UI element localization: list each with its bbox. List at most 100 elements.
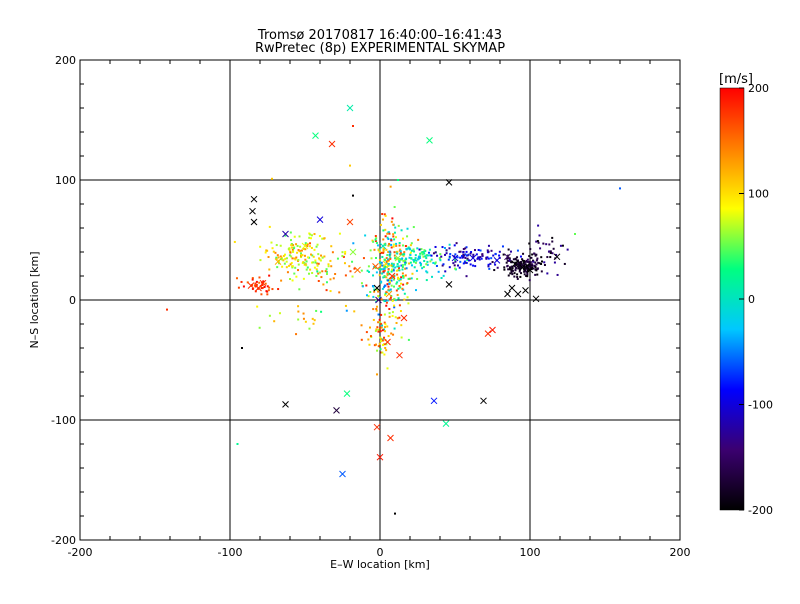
- dot-marker: [294, 266, 297, 269]
- dot-marker: [489, 262, 492, 265]
- dot-marker: [360, 338, 363, 341]
- cross-marker: [508, 284, 516, 292]
- dot-marker: [423, 249, 426, 252]
- dot-marker: [317, 272, 320, 275]
- dot-marker: [389, 257, 392, 260]
- dot-marker: [375, 309, 378, 312]
- dot-marker: [400, 229, 403, 232]
- cross-marker: [372, 263, 379, 270]
- dot-marker: [477, 256, 480, 259]
- dot-marker: [398, 316, 401, 319]
- dot-marker: [390, 284, 393, 287]
- dot-marker: [388, 253, 391, 256]
- dot-marker: [380, 313, 383, 316]
- cross-marker: [316, 216, 324, 223]
- dot-marker: [384, 330, 387, 333]
- dot-marker: [402, 259, 405, 262]
- dot-marker: [389, 185, 392, 188]
- cross-marker: [522, 287, 529, 294]
- dot-marker: [289, 251, 292, 254]
- grid-lines: [80, 60, 680, 540]
- dot-marker: [408, 247, 411, 250]
- dot-marker: [386, 232, 389, 235]
- dot-marker: [507, 248, 510, 251]
- dot-marker: [619, 187, 621, 190]
- dot-marker: [261, 284, 264, 287]
- dot-marker: [384, 214, 387, 217]
- dot-marker: [545, 243, 548, 246]
- dot-marker: [306, 256, 309, 259]
- dot-marker: [521, 264, 524, 267]
- dot-marker: [251, 287, 254, 290]
- dot-marker: [394, 236, 397, 239]
- dot-marker: [388, 273, 391, 276]
- dot-marker: [444, 253, 447, 256]
- dot-marker: [395, 282, 398, 285]
- dot-marker: [297, 305, 300, 308]
- dot-marker: [432, 261, 435, 264]
- dot-marker: [300, 254, 303, 257]
- dot-marker: [409, 254, 412, 257]
- dot-marker: [454, 259, 457, 262]
- dot-marker: [344, 274, 347, 277]
- dot-marker: [302, 312, 305, 315]
- dot-marker: [386, 254, 389, 257]
- dot-marker: [268, 225, 271, 228]
- dot-marker: [397, 276, 400, 279]
- dot-marker: [461, 256, 464, 259]
- axis-ticks: [79, 59, 681, 541]
- dot-marker: [297, 263, 300, 266]
- dot-marker: [375, 256, 378, 259]
- dot-marker: [386, 236, 389, 239]
- dot-marker: [534, 266, 537, 269]
- dot-marker: [308, 272, 311, 275]
- dot-marker: [290, 261, 293, 264]
- dot-marker: [519, 266, 522, 269]
- dot-marker: [322, 283, 325, 286]
- dot-marker: [402, 237, 405, 240]
- dot-marker: [487, 244, 490, 247]
- dot-marker: [398, 304, 401, 307]
- dot-marker: [547, 250, 550, 253]
- dot-marker: [394, 299, 397, 302]
- dot-marker: [291, 250, 294, 253]
- dot-marker: [392, 235, 395, 238]
- dot-marker: [166, 308, 168, 311]
- dot-marker: [387, 299, 390, 302]
- dot-marker: [297, 258, 300, 261]
- dot-marker: [353, 267, 356, 270]
- cross-marker: [504, 290, 511, 298]
- dot-marker: [463, 260, 466, 263]
- dot-marker: [386, 283, 389, 286]
- colorbar-tick-label: 200: [748, 82, 769, 95]
- cross-markers: [247, 104, 561, 478]
- cross-marker: [379, 242, 387, 250]
- dot-marker: [318, 271, 321, 274]
- dot-marker: [265, 290, 268, 293]
- dot-marker: [395, 244, 398, 247]
- dot-marker: [282, 259, 285, 262]
- dot-marker: [369, 335, 372, 338]
- dot-marker: [539, 247, 542, 250]
- dot-marker: [319, 259, 322, 262]
- dot-marker: [256, 305, 259, 308]
- dot-marker: [242, 285, 245, 288]
- dot-marker: [398, 285, 401, 288]
- dot-marker: [496, 266, 499, 269]
- dot-marker: [381, 264, 384, 267]
- dot-marker: [275, 256, 278, 259]
- dot-marker: [406, 235, 409, 238]
- dot-marker: [387, 244, 390, 247]
- dot-marker: [378, 258, 381, 261]
- dot-marker: [409, 261, 412, 264]
- dot-marker: [284, 253, 287, 256]
- dot-marker: [327, 265, 330, 268]
- dot-marker: [291, 246, 294, 249]
- dot-marker: [391, 217, 394, 220]
- dot-marker: [381, 213, 384, 216]
- cross-marker: [376, 453, 384, 461]
- dot-marker: [372, 318, 375, 321]
- dot-marker: [385, 276, 388, 279]
- dot-marker: [310, 253, 313, 256]
